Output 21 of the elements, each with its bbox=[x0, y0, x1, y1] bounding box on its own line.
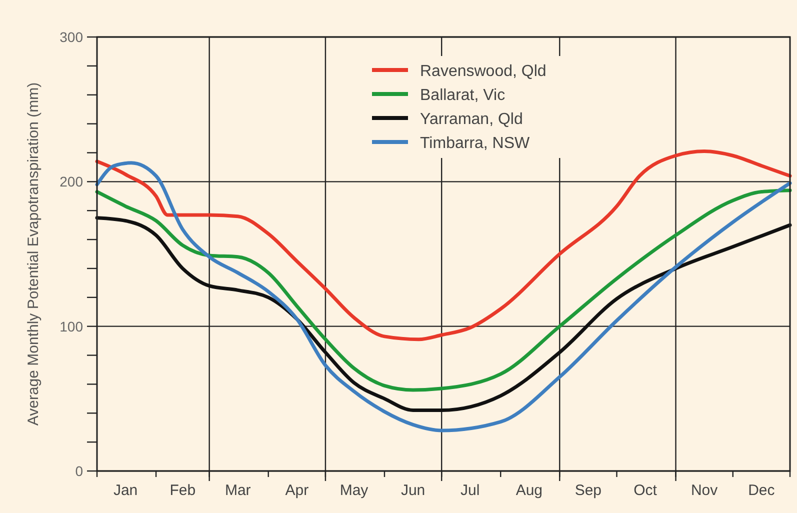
x-tick-label: Jan bbox=[113, 482, 138, 499]
x-tick-label: Mar bbox=[224, 482, 251, 499]
x-tick-label: Apr bbox=[285, 482, 309, 499]
legend-label: Timbarra, NSW bbox=[420, 135, 531, 152]
legend-label: Ballarat, Vic bbox=[420, 87, 506, 104]
x-tick-label: Oct bbox=[634, 482, 658, 499]
x-tick-label: Nov bbox=[690, 482, 718, 499]
x-tick-label: Sep bbox=[574, 482, 602, 499]
x-tick-label: May bbox=[340, 482, 369, 499]
x-tick-label: Feb bbox=[170, 482, 196, 499]
y-tick-label: 0 bbox=[75, 463, 84, 479]
y-tick-label: 300 bbox=[60, 29, 84, 45]
y-tick-label: 200 bbox=[60, 174, 84, 190]
x-tick-label: Aug bbox=[516, 482, 543, 499]
legend-label: Yarraman, Qld bbox=[420, 111, 523, 128]
y-axis-title: Average Monthly Potential Evapotranspiration (mm) bbox=[25, 82, 42, 426]
x-tick-label: Dec bbox=[748, 482, 776, 499]
legend-label: Ravenswood, Qld bbox=[420, 63, 546, 80]
y-tick-label: 100 bbox=[60, 318, 84, 334]
x-tick-label: Jun bbox=[400, 482, 426, 499]
x-tick-label: Jul bbox=[460, 482, 480, 499]
